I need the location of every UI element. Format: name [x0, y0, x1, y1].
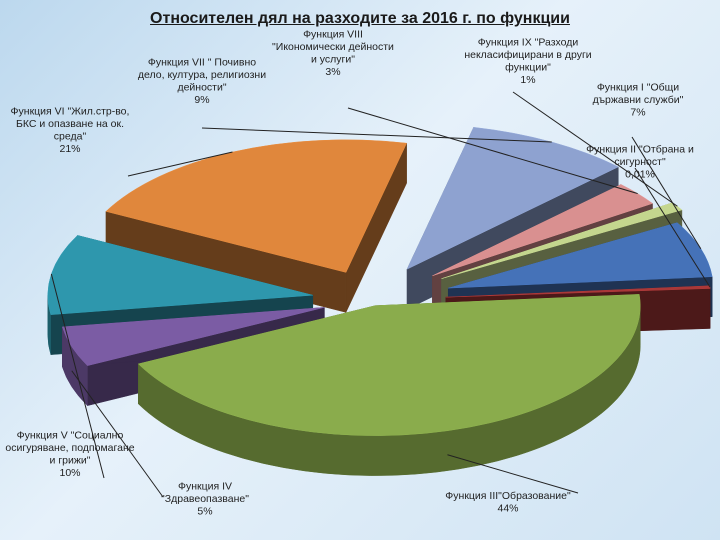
leader-line-f5	[50, 273, 105, 479]
leader-line-f8	[347, 107, 638, 195]
slice-label-f9: Функция IX "Разходи некласифицирани в дру…	[464, 36, 591, 86]
chart-title: Относителен дял на разходите за 2016 г. …	[150, 10, 570, 27]
pie-slice-f3	[137, 294, 641, 476]
pie-slice-f6	[105, 139, 408, 313]
slice-label-f7: Функция VII " Почивно дело, култура, рели…	[138, 56, 266, 106]
leader-line-f2	[634, 167, 711, 288]
leader-line-f4	[71, 370, 164, 498]
leader-line-f3	[447, 454, 579, 494]
slice-label-f2: Функция II "Отбрана и сигурност" 0,01%	[586, 144, 694, 181]
slice-label-f6: Функция VI "Жил.стр-во, БКС и опазване на…	[11, 105, 130, 155]
slice-label-f4: Функция IV "Здравеопазване" 5%	[161, 481, 249, 518]
leader-line-f1	[631, 136, 702, 249]
slice-label-f8: Функция VIII "Икономически дейности и услу…	[272, 28, 394, 78]
slice-label-f1: Функция I "Общи държавни служби" 7%	[593, 82, 684, 119]
leader-line-f7	[201, 127, 552, 143]
leader-line-f9	[512, 91, 678, 207]
leader-line-f6	[127, 151, 233, 177]
slice-label-f3: Функция III"Образование" 44%	[445, 490, 571, 515]
slice-label-f5: Функция V "Социално осигуряване, подпомаг…	[5, 429, 134, 479]
